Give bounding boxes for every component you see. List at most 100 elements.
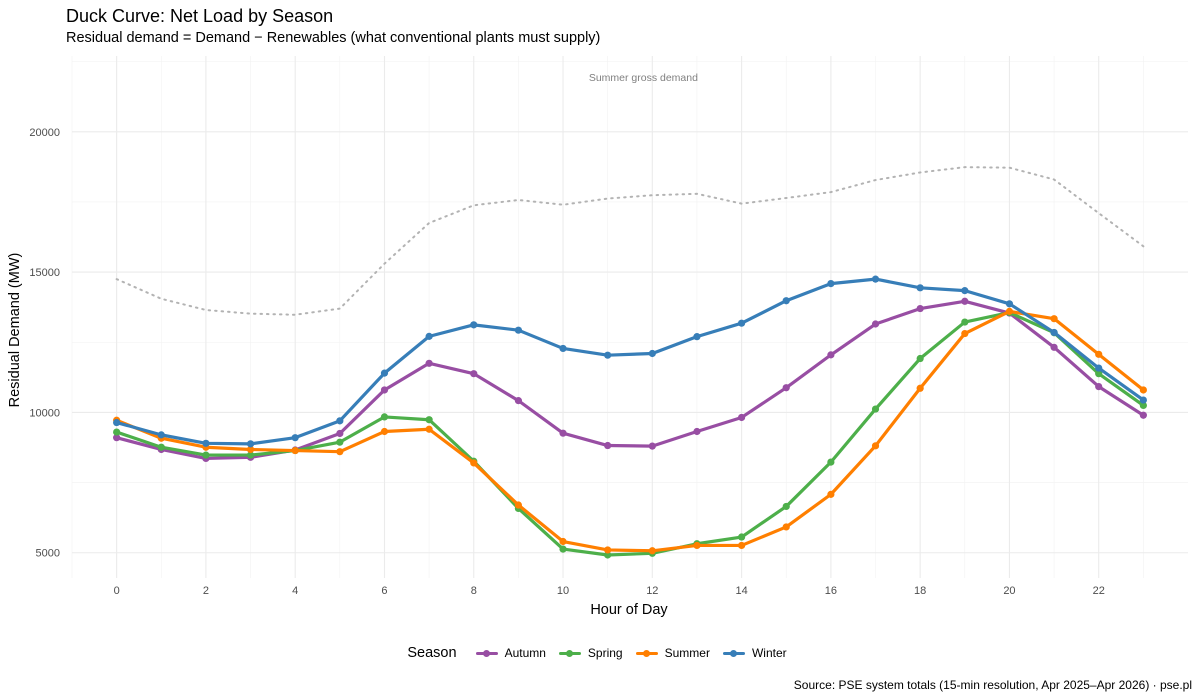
data-point-spring — [157, 443, 165, 451]
reference-line-label: Summer gross demand — [589, 72, 698, 84]
data-point-winter — [1005, 300, 1014, 308]
data-point-spring — [871, 405, 880, 413]
data-point-autumn — [1050, 343, 1058, 351]
data-point-spring — [827, 458, 835, 466]
legend-item-winter: Winter — [722, 644, 787, 662]
data-point-summer — [827, 490, 835, 498]
data-point-spring — [113, 428, 121, 436]
data-point-summer — [336, 448, 344, 456]
data-point-autumn — [1095, 383, 1103, 391]
data-point-autumn — [604, 441, 612, 450]
data-point-spring — [1139, 401, 1147, 410]
data-point-summer — [782, 523, 790, 531]
chart-title: Duck Curve: Net Load by Season — [66, 6, 334, 26]
data-point-winter — [291, 434, 299, 442]
x-tick-label: 14 — [735, 585, 747, 597]
data-point-autumn — [916, 304, 924, 313]
legend-item-summer: Summer — [635, 644, 710, 662]
series-winter — [113, 275, 1147, 448]
data-point-autumn — [559, 429, 567, 437]
data-point-summer — [1095, 350, 1103, 358]
data-point-spring — [380, 413, 389, 421]
x-tick-label: 10 — [557, 585, 569, 597]
data-point-spring — [246, 451, 255, 459]
y-axis-title: Residual Demand (MW) — [7, 253, 23, 408]
data-point-autumn — [425, 359, 433, 367]
y-tick-label: 10000 — [29, 407, 60, 419]
data-point-winter — [871, 275, 880, 283]
data-point-winter — [916, 284, 924, 292]
x-tick-label: 0 — [114, 585, 120, 597]
data-point-winter — [470, 321, 478, 329]
data-point-winter — [1139, 396, 1147, 404]
data-point-summer — [246, 445, 255, 454]
data-point-autumn — [470, 370, 478, 378]
data-point-autumn — [336, 429, 344, 438]
data-point-spring — [202, 451, 210, 459]
y-tick-label: 20000 — [29, 127, 60, 139]
x-tick-label: 12 — [646, 585, 658, 597]
data-point-spring — [961, 318, 969, 326]
series-group — [113, 275, 1147, 559]
data-point-winter — [693, 333, 701, 341]
data-point-summer — [1005, 307, 1014, 315]
series-line-autumn — [115, 299, 1145, 461]
legend-label-winter: Winter — [751, 646, 787, 660]
data-point-winter — [961, 287, 969, 295]
data-point-summer — [648, 547, 656, 555]
data-point-summer — [738, 541, 746, 550]
data-point-winter — [202, 439, 210, 447]
duck-curve-chart: Summer gross demand 0 2 4 6 8 10 12 14 16 18 20 22 5… — [7, 56, 1188, 618]
data-point-winter — [604, 351, 612, 359]
legend-title: Season — [407, 645, 457, 661]
legend-key-summer — [635, 644, 659, 662]
data-point-winter — [336, 417, 344, 425]
data-point-spring — [559, 545, 567, 553]
x-tick-label: 20 — [1003, 585, 1015, 597]
data-point-summer — [604, 546, 612, 554]
legend-point-winter — [730, 649, 738, 657]
series-line-winter — [115, 277, 1145, 446]
data-point-winter — [782, 297, 790, 305]
legend-item-autumn: Autumn — [475, 644, 546, 662]
data-point-summer — [693, 541, 701, 550]
legend-point-spring — [566, 649, 574, 657]
data-point-autumn — [113, 434, 121, 442]
data-point-autumn — [648, 442, 656, 450]
data-point-winter — [738, 319, 746, 327]
data-point-winter — [1095, 364, 1103, 372]
data-point-summer — [514, 501, 523, 509]
x-tick-label: 6 — [381, 585, 387, 597]
data-point-autumn — [871, 320, 880, 328]
legend-point-summer — [643, 649, 651, 657]
data-point-autumn — [827, 351, 835, 359]
data-point-spring — [916, 354, 924, 363]
x-tick-label: 18 — [914, 585, 926, 597]
data-point-summer — [380, 427, 389, 436]
data-point-autumn — [1139, 411, 1147, 419]
data-point-winter — [514, 326, 523, 334]
data-point-spring — [425, 416, 433, 424]
series-autumn — [113, 297, 1147, 463]
axis-labels: 0 2 4 6 8 10 12 14 16 18 20 22 5000 10000 15000 20000 — [29, 127, 1104, 597]
legend-point-autumn — [483, 649, 491, 657]
data-point-spring — [1095, 370, 1103, 378]
data-point-summer — [425, 425, 433, 433]
data-point-autumn — [693, 427, 701, 436]
data-point-autumn — [782, 384, 790, 392]
data-point-summer — [916, 384, 924, 392]
data-point-winter — [380, 369, 389, 377]
grid-lines — [71, 56, 1188, 578]
data-point-summer — [559, 537, 567, 546]
data-point-autumn — [514, 397, 523, 405]
data-point-summer — [291, 446, 299, 455]
data-point-autumn — [738, 413, 746, 422]
x-tick-label: 4 — [292, 585, 298, 597]
data-point-summer — [961, 329, 969, 338]
x-tick-label: 8 — [471, 585, 477, 597]
data-point-summer — [470, 459, 478, 467]
data-point-spring — [336, 438, 344, 446]
series-spring — [113, 308, 1147, 559]
data-point-winter — [559, 344, 567, 353]
series-line-spring — [115, 310, 1145, 557]
